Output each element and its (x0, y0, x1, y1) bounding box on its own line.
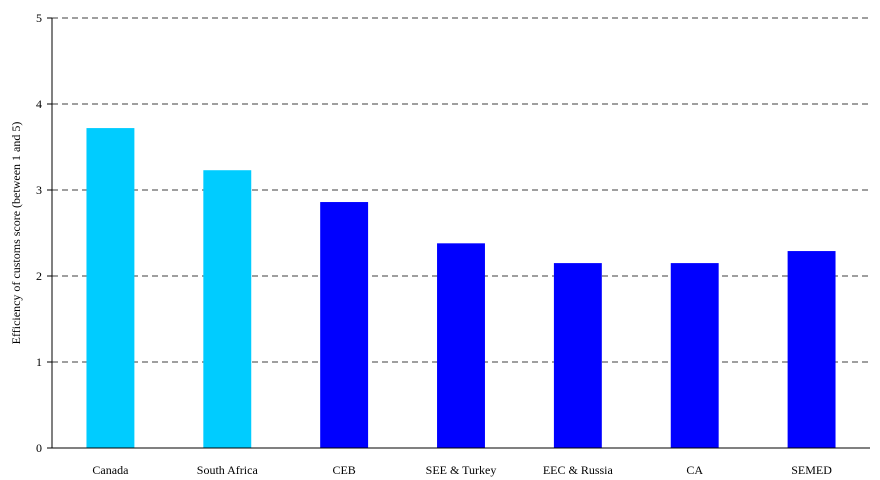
x-tick-label: CEB (332, 463, 355, 477)
y-tick-label: 0 (36, 441, 42, 455)
x-tick-label: SEMED (791, 463, 832, 477)
bar (320, 202, 369, 448)
x-tick-label: SEE & Turkey (426, 463, 497, 477)
y-tick-labels: 0 1 2 3 4 5 (36, 11, 52, 455)
bar (553, 263, 602, 448)
axes (51, 18, 870, 449)
y-tick-label: 1 (36, 355, 42, 369)
bars (86, 128, 836, 448)
y-tick-label: 3 (36, 183, 42, 197)
x-tick-label: EEC & Russia (543, 463, 614, 477)
y-tick-label: 4 (36, 97, 42, 111)
bar (203, 170, 252, 448)
bar (670, 263, 719, 448)
x-tick-label: South Africa (197, 463, 259, 477)
y-tick-label: 2 (36, 269, 42, 283)
bar (86, 128, 135, 448)
x-tick-label: CA (686, 463, 703, 477)
y-tick-label: 5 (36, 11, 42, 25)
x-tick-labels: Canada South Africa CEB SEE & Turkey EEC & R… (92, 463, 832, 477)
bar (437, 243, 485, 448)
bar (787, 251, 836, 448)
y-axis-title: Efficiency of customs score (between 1 a… (9, 122, 23, 345)
grid-lines (52, 17, 870, 363)
x-tick-label: Canada (92, 463, 129, 477)
